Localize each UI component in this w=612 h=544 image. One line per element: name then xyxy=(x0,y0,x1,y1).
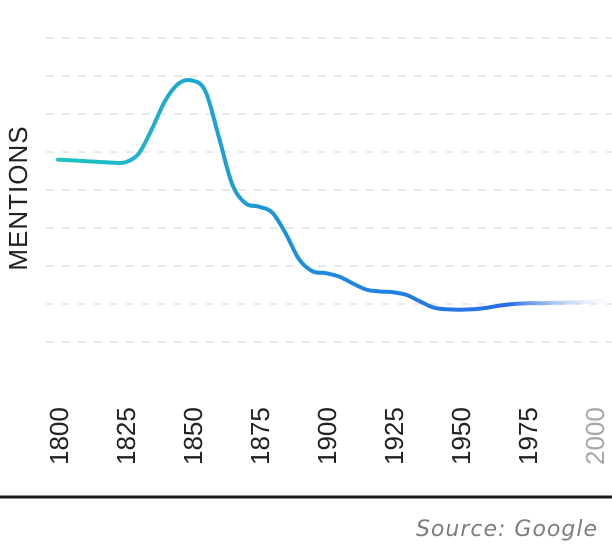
x-tick-label: 1800 xyxy=(44,407,74,465)
x-tick-label: 1925 xyxy=(379,407,409,465)
grid-lines xyxy=(46,37,612,343)
x-tick-label: 2000 xyxy=(580,407,610,465)
x-tick-label: 1875 xyxy=(245,407,275,465)
x-tick-label: 1850 xyxy=(178,407,208,465)
x-tick-labels: 1800 1825 1850 1875 1900 1925 1950 1975 2000 xyxy=(44,407,610,465)
y-axis-label: MENTIONS xyxy=(3,125,33,270)
x-tick-label: 1975 xyxy=(513,407,543,465)
series-line xyxy=(56,78,610,312)
x-tick-label: 1950 xyxy=(446,407,476,465)
x-tick-label: 1825 xyxy=(111,407,141,465)
source-caption: Source: Google xyxy=(415,517,598,542)
x-tick-label: 1900 xyxy=(312,407,342,465)
